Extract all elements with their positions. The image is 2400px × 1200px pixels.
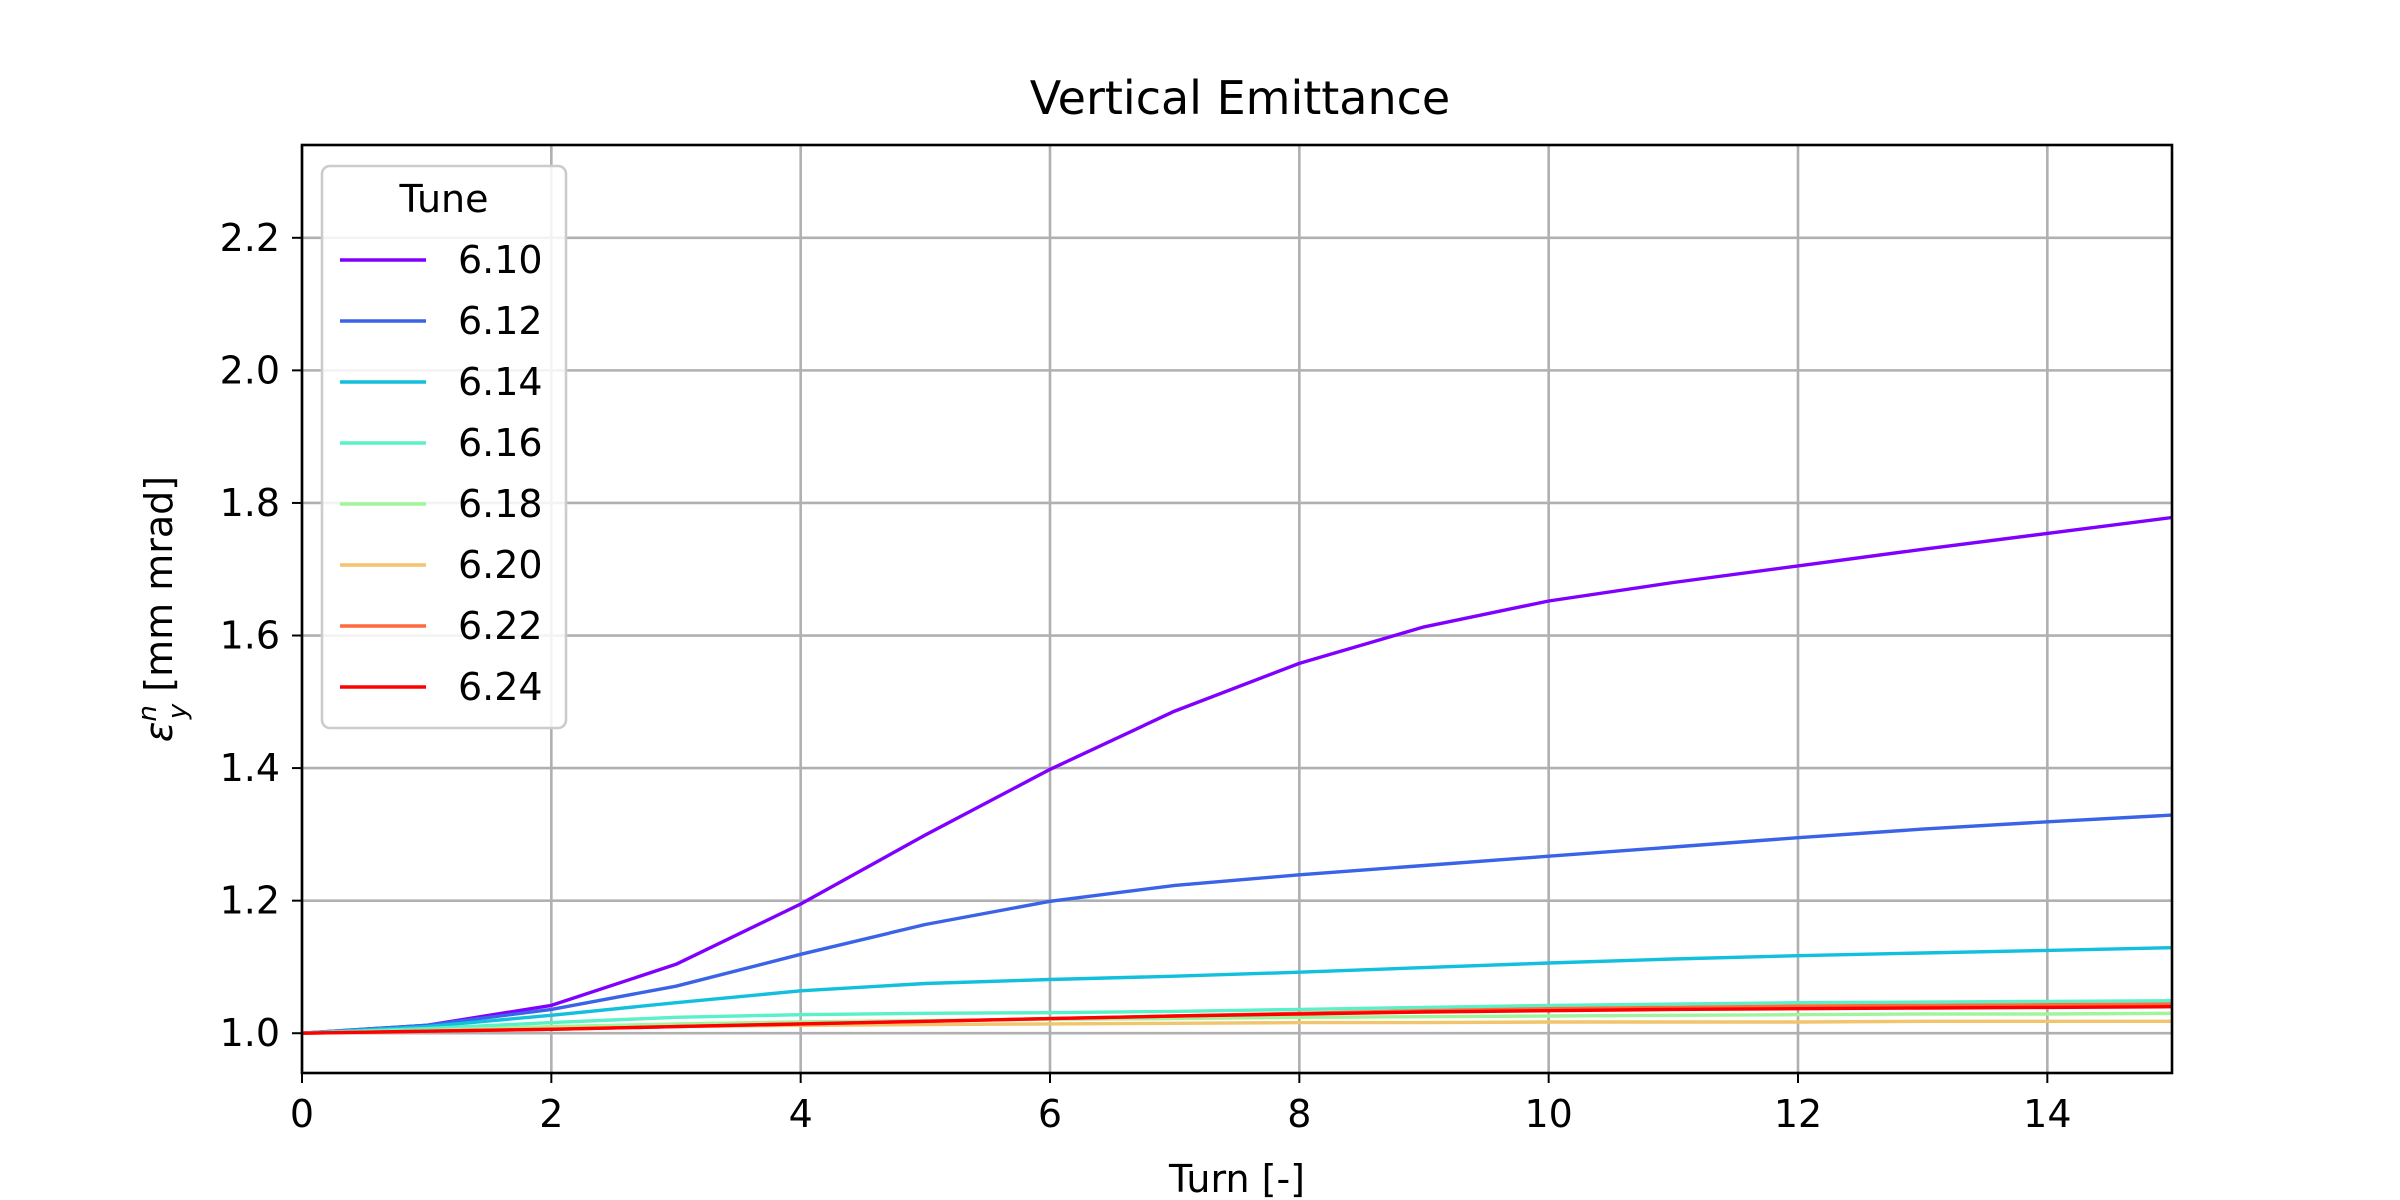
y-axis-label-unit: [mm mrad] bbox=[137, 476, 181, 692]
plot-frame bbox=[300, 143, 2174, 1075]
y-tick-label: 2.0 bbox=[220, 348, 280, 392]
series-line-6.24 bbox=[301, 1005, 2173, 1035]
x-tick-label: 14 bbox=[2023, 1092, 2071, 1136]
legend-label-6.16: 6.16 bbox=[458, 421, 543, 465]
legend-label-6.22: 6.22 bbox=[458, 604, 543, 648]
y-tick-label: 2.2 bbox=[220, 216, 280, 260]
y-tick-label: 1.6 bbox=[220, 614, 280, 658]
grid bbox=[300, 145, 2172, 1073]
legend-label-6.10: 6.10 bbox=[458, 238, 543, 282]
legend-label-6.20: 6.20 bbox=[458, 543, 543, 587]
x-tick-label: 4 bbox=[789, 1092, 813, 1136]
legend-label-6.18: 6.18 bbox=[458, 482, 543, 526]
series-line-6.12 bbox=[301, 813, 2173, 1035]
legend: Tune 6.10 6.12 6.14 6.16 6.18 6.20 6.22 6.24 bbox=[320, 164, 568, 730]
axis-ticks: 0 2 4 6 8 10 12 14 1.0 1.2 1.4 1.6 1.8 2.0 2.2 bbox=[220, 216, 2072, 1136]
series-lines bbox=[301, 515, 2173, 1035]
y-axis-label-sub: y bbox=[163, 703, 193, 720]
legend-title: Tune bbox=[399, 177, 489, 221]
y-tick-label: 1.2 bbox=[220, 879, 280, 923]
series-line-6.14 bbox=[301, 946, 2173, 1035]
series-line-6.10 bbox=[301, 515, 2173, 1035]
y-axis-label: εny [mm mrad] bbox=[133, 476, 193, 742]
chart-title: Vertical Emittance bbox=[1030, 71, 1450, 125]
legend-box bbox=[320, 164, 568, 730]
x-tick-label: 12 bbox=[1774, 1092, 1822, 1136]
legend-label-6.12: 6.12 bbox=[458, 299, 543, 343]
legend-items: 6.10 6.12 6.14 6.16 6.18 6.20 6.22 6.24 bbox=[340, 238, 543, 709]
series-line-6.16 bbox=[301, 999, 2173, 1035]
x-tick-label: 6 bbox=[1038, 1092, 1062, 1136]
y-tick-label: 1.0 bbox=[220, 1011, 280, 1055]
x-tick-label: 0 bbox=[290, 1092, 314, 1136]
x-tick-label: 2 bbox=[539, 1092, 563, 1136]
y-axis-label-symbol: ε bbox=[137, 722, 181, 743]
x-axis-label: Turn [-] bbox=[1168, 1157, 1305, 1200]
legend-label-6.24: 6.24 bbox=[458, 665, 543, 709]
x-tick-label: 8 bbox=[1287, 1092, 1311, 1136]
series-line-6.18 bbox=[301, 1011, 2173, 1035]
y-axis-label-sup: n bbox=[133, 705, 163, 721]
y-tick-label: 1.8 bbox=[220, 481, 280, 525]
y-tick-label: 1.4 bbox=[220, 746, 280, 790]
legend-label-6.14: 6.14 bbox=[458, 360, 543, 404]
x-tick-label: 10 bbox=[1524, 1092, 1572, 1136]
